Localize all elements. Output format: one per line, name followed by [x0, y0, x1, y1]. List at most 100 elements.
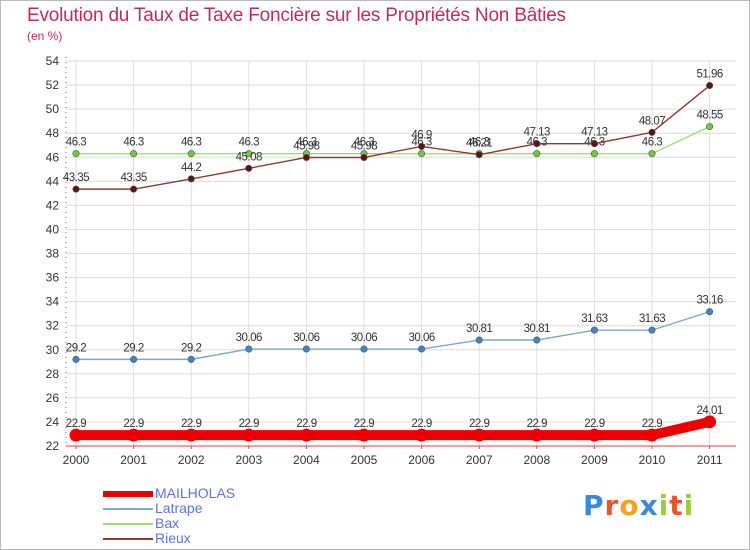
proxiti-logo: Proxiti — [583, 489, 694, 522]
data-point — [415, 428, 429, 442]
data-label: 31.63 — [639, 313, 665, 325]
y-tick-label: 42 — [46, 198, 60, 212]
series-line-latrape — [75, 311, 711, 361]
x-tick-label: 2010 — [639, 453, 666, 467]
y-tick-label: 34 — [46, 295, 60, 309]
x-tick-label: 2000 — [63, 453, 90, 467]
y-tick-label: 40 — [46, 222, 60, 236]
data-point — [72, 150, 80, 158]
data-label: 30.06 — [351, 332, 377, 344]
y-tick-label: 32 — [46, 319, 60, 333]
data-label: 48.07 — [639, 115, 665, 127]
data-point — [360, 345, 368, 353]
logo-letter: i — [658, 489, 670, 522]
data-label: 51.96 — [696, 69, 722, 81]
y-tick-label: 36 — [46, 271, 60, 285]
data-point — [418, 345, 426, 353]
data-point — [130, 355, 138, 363]
y-tick-label: 30 — [46, 343, 60, 357]
legend-swatch — [103, 508, 153, 510]
data-label: 43.35 — [63, 172, 89, 184]
y-tick-label: 24 — [46, 415, 60, 429]
chart-title: Evolution du Taux de Taxe Foncière sur l… — [27, 5, 566, 26]
data-label: 47.13 — [581, 127, 607, 139]
data-label: 46.3 — [469, 137, 489, 149]
y-tick-label: 26 — [46, 391, 60, 405]
data-label: 31.63 — [581, 313, 607, 325]
x-tick-label: 2009 — [581, 453, 608, 467]
data-label: 29.2 — [66, 342, 86, 354]
data-point — [706, 308, 714, 316]
data-label: 30.81 — [524, 323, 550, 335]
data-label: 22.9 — [123, 418, 143, 430]
data-label: 29.2 — [123, 342, 143, 354]
logo-letter: i — [683, 489, 695, 522]
data-label: 46.3 — [411, 137, 431, 149]
data-point — [590, 150, 598, 158]
data-label: 46.3 — [642, 137, 662, 149]
data-point — [645, 428, 659, 442]
data-point — [130, 185, 138, 193]
y-tick-label: 28 — [46, 367, 60, 381]
data-label: 46.3 — [239, 137, 259, 149]
logo-letter: P — [583, 489, 605, 522]
data-label: 22.9 — [181, 418, 201, 430]
unit-label: (en %) — [27, 29, 63, 43]
data-label: 46.3 — [181, 137, 201, 149]
data-point — [299, 428, 313, 442]
data-point — [472, 428, 486, 442]
data-label: 46.3 — [354, 137, 374, 149]
data-point — [187, 175, 195, 183]
x-tick-label: 2002 — [178, 453, 205, 467]
y-tick-label: 52 — [46, 78, 60, 92]
series-line-bax — [75, 125, 711, 155]
data-point — [127, 428, 141, 442]
x-tick-label: 2008 — [523, 453, 550, 467]
data-point — [245, 345, 253, 353]
data-label: 30.81 — [466, 323, 492, 335]
data-point — [245, 164, 253, 172]
data-label: 22.9 — [239, 418, 259, 430]
data-point — [187, 355, 195, 363]
data-label: 30.06 — [236, 332, 262, 344]
logo-letter: t — [669, 489, 684, 522]
data-point — [72, 355, 80, 363]
data-label: 48.55 — [696, 110, 722, 122]
data-point — [706, 82, 714, 90]
data-point — [590, 326, 598, 334]
data-point — [475, 151, 483, 159]
legend-label: Bax — [155, 515, 180, 531]
data-label: 43.35 — [120, 172, 146, 184]
data-point — [530, 428, 544, 442]
logo-letter: r — [604, 489, 620, 522]
legend-label: MAILHOLAS — [155, 485, 236, 501]
data-label: 22.9 — [469, 418, 489, 430]
data-label: 30.06 — [408, 332, 434, 344]
data-point — [357, 428, 371, 442]
data-point — [533, 140, 541, 148]
legend-label: Rieux — [155, 530, 191, 546]
data-point — [418, 150, 426, 158]
data-point — [475, 336, 483, 344]
data-point — [69, 428, 83, 442]
y-tick-label: 54 — [46, 54, 60, 68]
data-point — [533, 150, 541, 158]
data-point — [706, 123, 714, 131]
data-label: 33.16 — [696, 295, 722, 307]
data-point — [648, 128, 656, 136]
data-label: 22.9 — [354, 418, 374, 430]
data-label: 29.2 — [181, 342, 201, 354]
data-point — [648, 150, 656, 158]
data-point — [703, 415, 717, 429]
data-point — [590, 140, 598, 148]
y-tick-label: 50 — [46, 102, 60, 116]
y-tick-label: 38 — [46, 247, 60, 261]
data-point — [587, 428, 601, 442]
data-label: 22.9 — [296, 418, 316, 430]
y-tick-label: 22 — [46, 439, 60, 453]
data-label: 46.21 — [466, 138, 492, 150]
data-point — [245, 150, 253, 158]
legend-swatch — [103, 538, 153, 540]
